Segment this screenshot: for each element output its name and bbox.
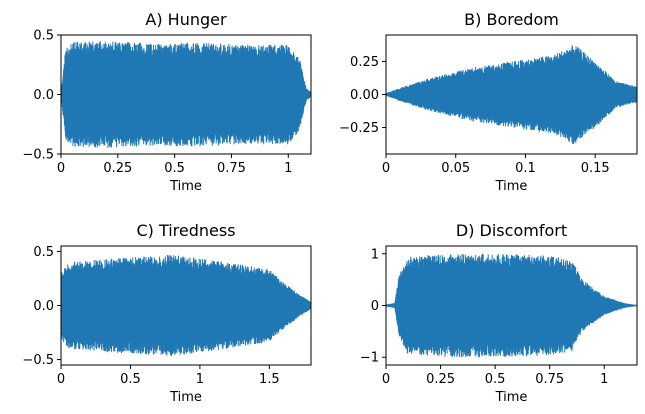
waveform-series bbox=[386, 253, 637, 358]
y-tick-label: 0.0 bbox=[33, 299, 54, 314]
waveform-series bbox=[386, 45, 637, 145]
x-axis-label: Time bbox=[495, 179, 528, 194]
y-tick-label: 0.5 bbox=[33, 245, 54, 260]
x-axis-label: Time bbox=[169, 390, 202, 405]
subplot-tiredness: C) Tiredness 0 0.5 1 1.5 0.5 0.0 −0.5 Time bbox=[22, 221, 312, 405]
waveform-series bbox=[61, 41, 311, 148]
x-tick-label: 0 bbox=[382, 161, 390, 176]
y-tick-label: −1 bbox=[360, 351, 379, 366]
x-tick-label: 0.75 bbox=[217, 161, 246, 176]
subplot-boredom: B) Boredom 0 0.05 0.1 0.15 0.25 0.00 −0.25 Time bbox=[339, 10, 638, 194]
x-tick-label: 0.5 bbox=[120, 372, 141, 387]
subplot-title: A) Hunger bbox=[145, 10, 227, 29]
x-tick-label: 0.05 bbox=[441, 161, 470, 176]
y-tick-label: 1 bbox=[371, 247, 379, 262]
x-tick-label: 0 bbox=[57, 161, 65, 176]
subplot-title: D) Discomfort bbox=[456, 221, 567, 240]
x-tick-label: 1 bbox=[196, 372, 204, 387]
x-tick-label: 1 bbox=[600, 372, 608, 387]
y-tick-label: 0.5 bbox=[33, 29, 54, 44]
y-tick-label: −0.25 bbox=[339, 121, 379, 136]
x-tick-label: 0.1 bbox=[515, 161, 536, 176]
y-tick-label: 0.0 bbox=[33, 88, 54, 103]
y-tick-label: 0.25 bbox=[350, 55, 379, 70]
x-tick-label: 0.25 bbox=[426, 372, 455, 387]
x-axis-label: Time bbox=[495, 390, 528, 405]
x-axis-label: Time bbox=[169, 179, 202, 194]
x-tick-label: 0.75 bbox=[535, 372, 564, 387]
waveform-series bbox=[61, 254, 311, 356]
x-tick-label: 0.5 bbox=[164, 161, 185, 176]
x-tick-label: 1 bbox=[284, 161, 292, 176]
y-tick-label: −0.5 bbox=[22, 148, 54, 163]
y-tick-label: −0.5 bbox=[22, 353, 54, 368]
x-tick-label: 0.15 bbox=[581, 161, 610, 176]
subplot-title: C) Tiredness bbox=[136, 221, 235, 240]
x-tick-label: 0.25 bbox=[103, 161, 132, 176]
x-tick-label: 0 bbox=[57, 372, 65, 387]
y-tick-label: 0 bbox=[371, 299, 379, 314]
x-tick-label: 1.5 bbox=[259, 372, 280, 387]
y-tick-label: 0.00 bbox=[350, 88, 379, 103]
subplot-hunger: A) Hunger 0 0.25 0.5 0.75 1 0.5 0.0 −0.5 Time bbox=[22, 10, 312, 194]
x-tick-label: 0.5 bbox=[485, 372, 506, 387]
subplot-title: B) Boredom bbox=[464, 10, 559, 29]
x-tick-label: 0 bbox=[382, 372, 390, 387]
